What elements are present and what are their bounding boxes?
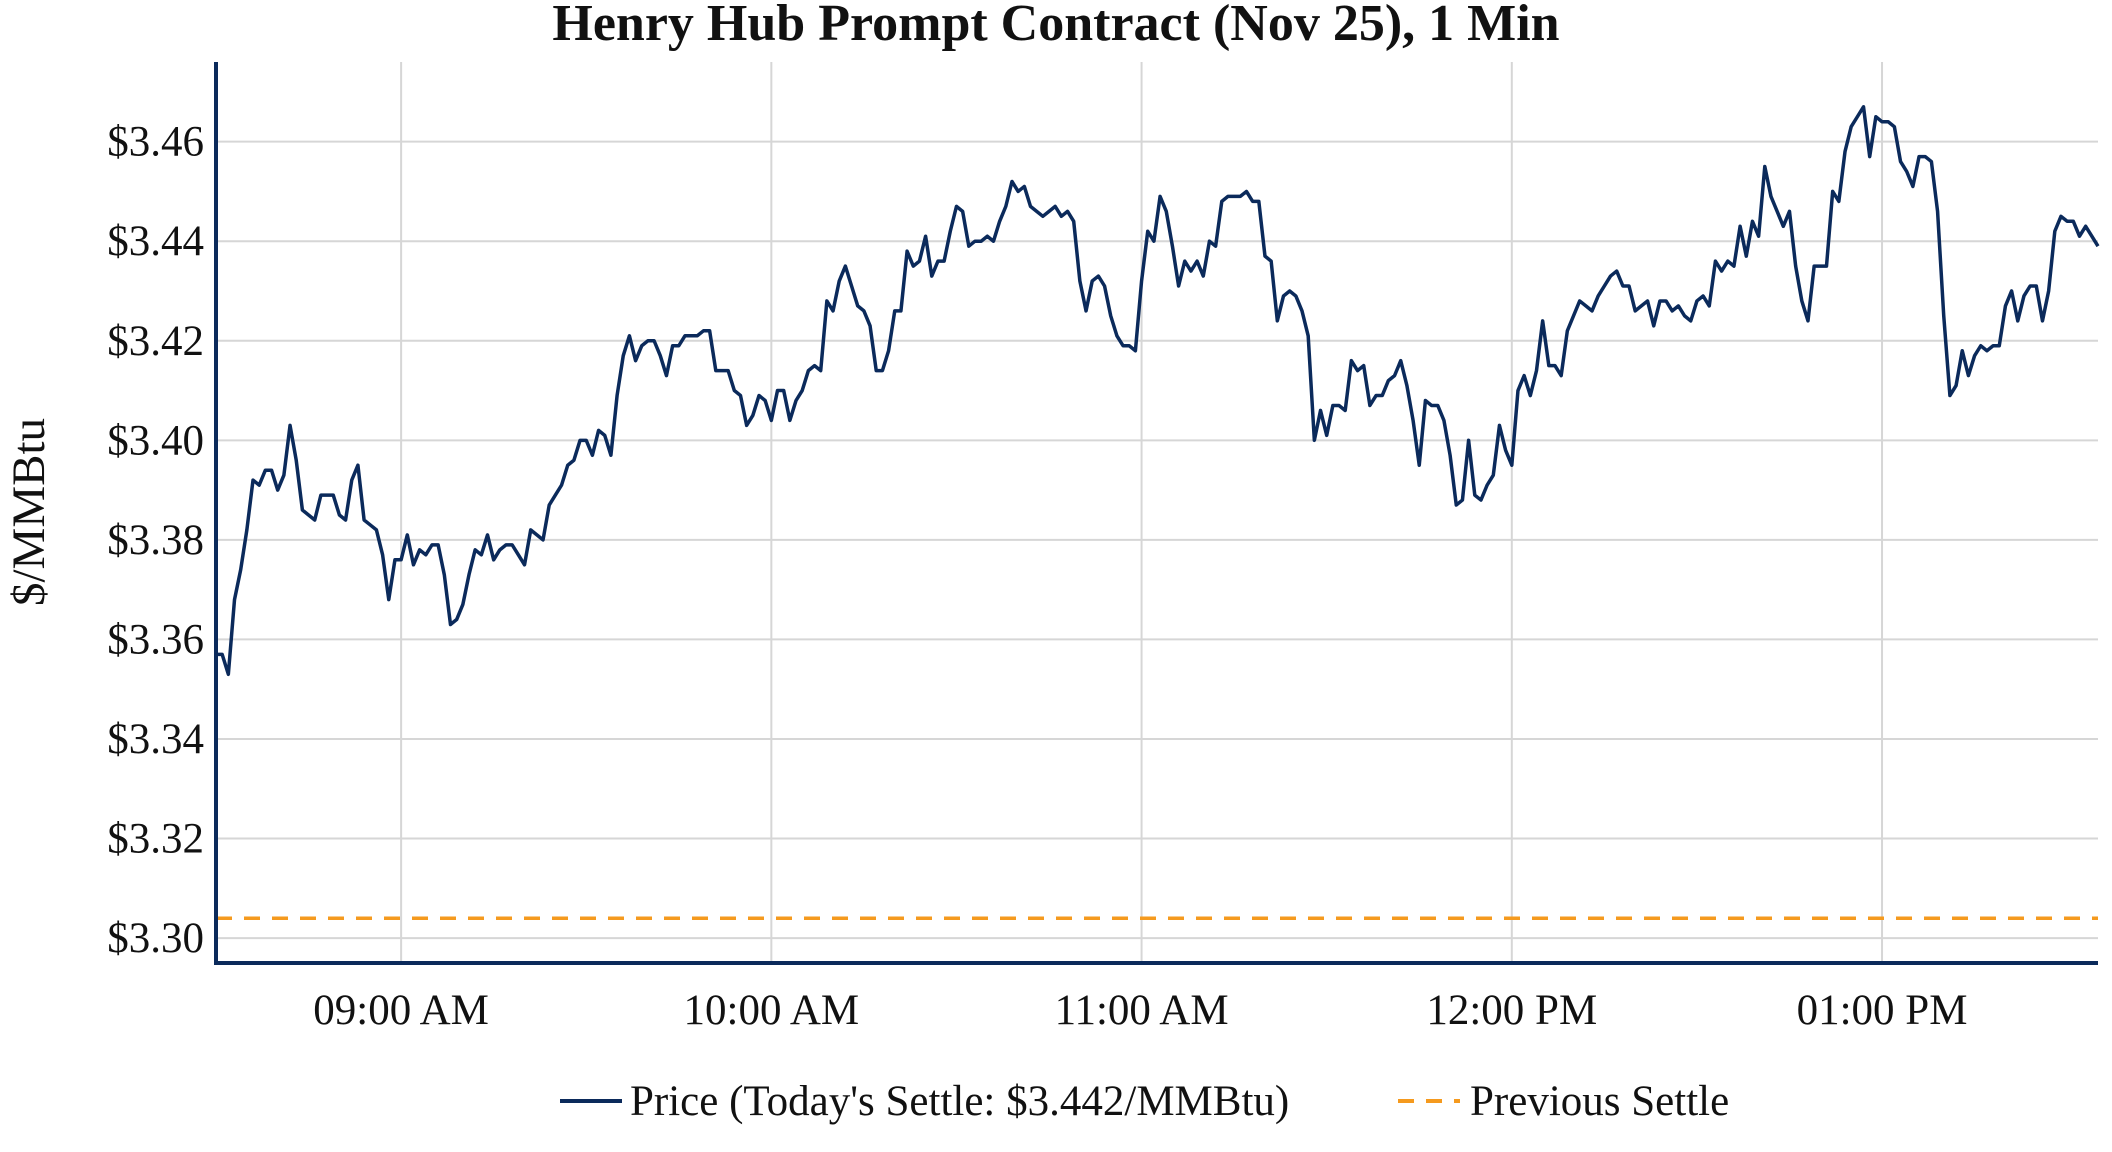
legend-label-previous-settle: Previous Settle — [1470, 1078, 1729, 1125]
series-layer — [216, 105, 2100, 920]
y-tick-label: $3.46 — [107, 119, 204, 166]
x-tick-labels: 09:00 AM 10:00 AM 11:00 AM 12:00 PM 01:00 PM — [313, 987, 1967, 1034]
y-tick-label: $3.42 — [107, 318, 204, 365]
x-tick-label: 12:00 PM — [1426, 987, 1597, 1034]
x-gridlines — [400, 62, 1884, 963]
y-tick-label: $3.40 — [107, 417, 204, 464]
y-gridlines — [216, 140, 2098, 940]
y-tick-label: $3.34 — [107, 716, 204, 763]
y-tick-label: $3.32 — [107, 816, 204, 863]
y-tick-label: $3.44 — [107, 218, 204, 265]
x-tick-label: 11:00 AM — [1055, 987, 1229, 1034]
y-tick-label: $3.38 — [107, 517, 204, 564]
x-tick-label: 10:00 AM — [684, 987, 860, 1034]
y-tick-label: $3.36 — [107, 616, 204, 663]
y-axis-label: $/MMBtu — [3, 418, 55, 606]
price-series-line — [216, 105, 2100, 677]
legend: Price (Today's Settle: $3.442/MMBtu) Prev… — [560, 1078, 1729, 1125]
x-tick-label: 09:00 AM — [313, 987, 489, 1034]
chart-title: Henry Hub Prompt Contract (Nov 25), 1 Mi… — [552, 0, 1559, 52]
y-tick-label: $3.30 — [107, 915, 204, 962]
legend-label-price: Price (Today's Settle: $3.442/MMBtu) — [630, 1078, 1289, 1125]
x-tick-label: 01:00 PM — [1797, 987, 1968, 1034]
y-tick-labels: $3.30 $3.32 $3.34 $3.36 $3.38 $3.40 $3.42 $3.44… — [107, 119, 204, 962]
